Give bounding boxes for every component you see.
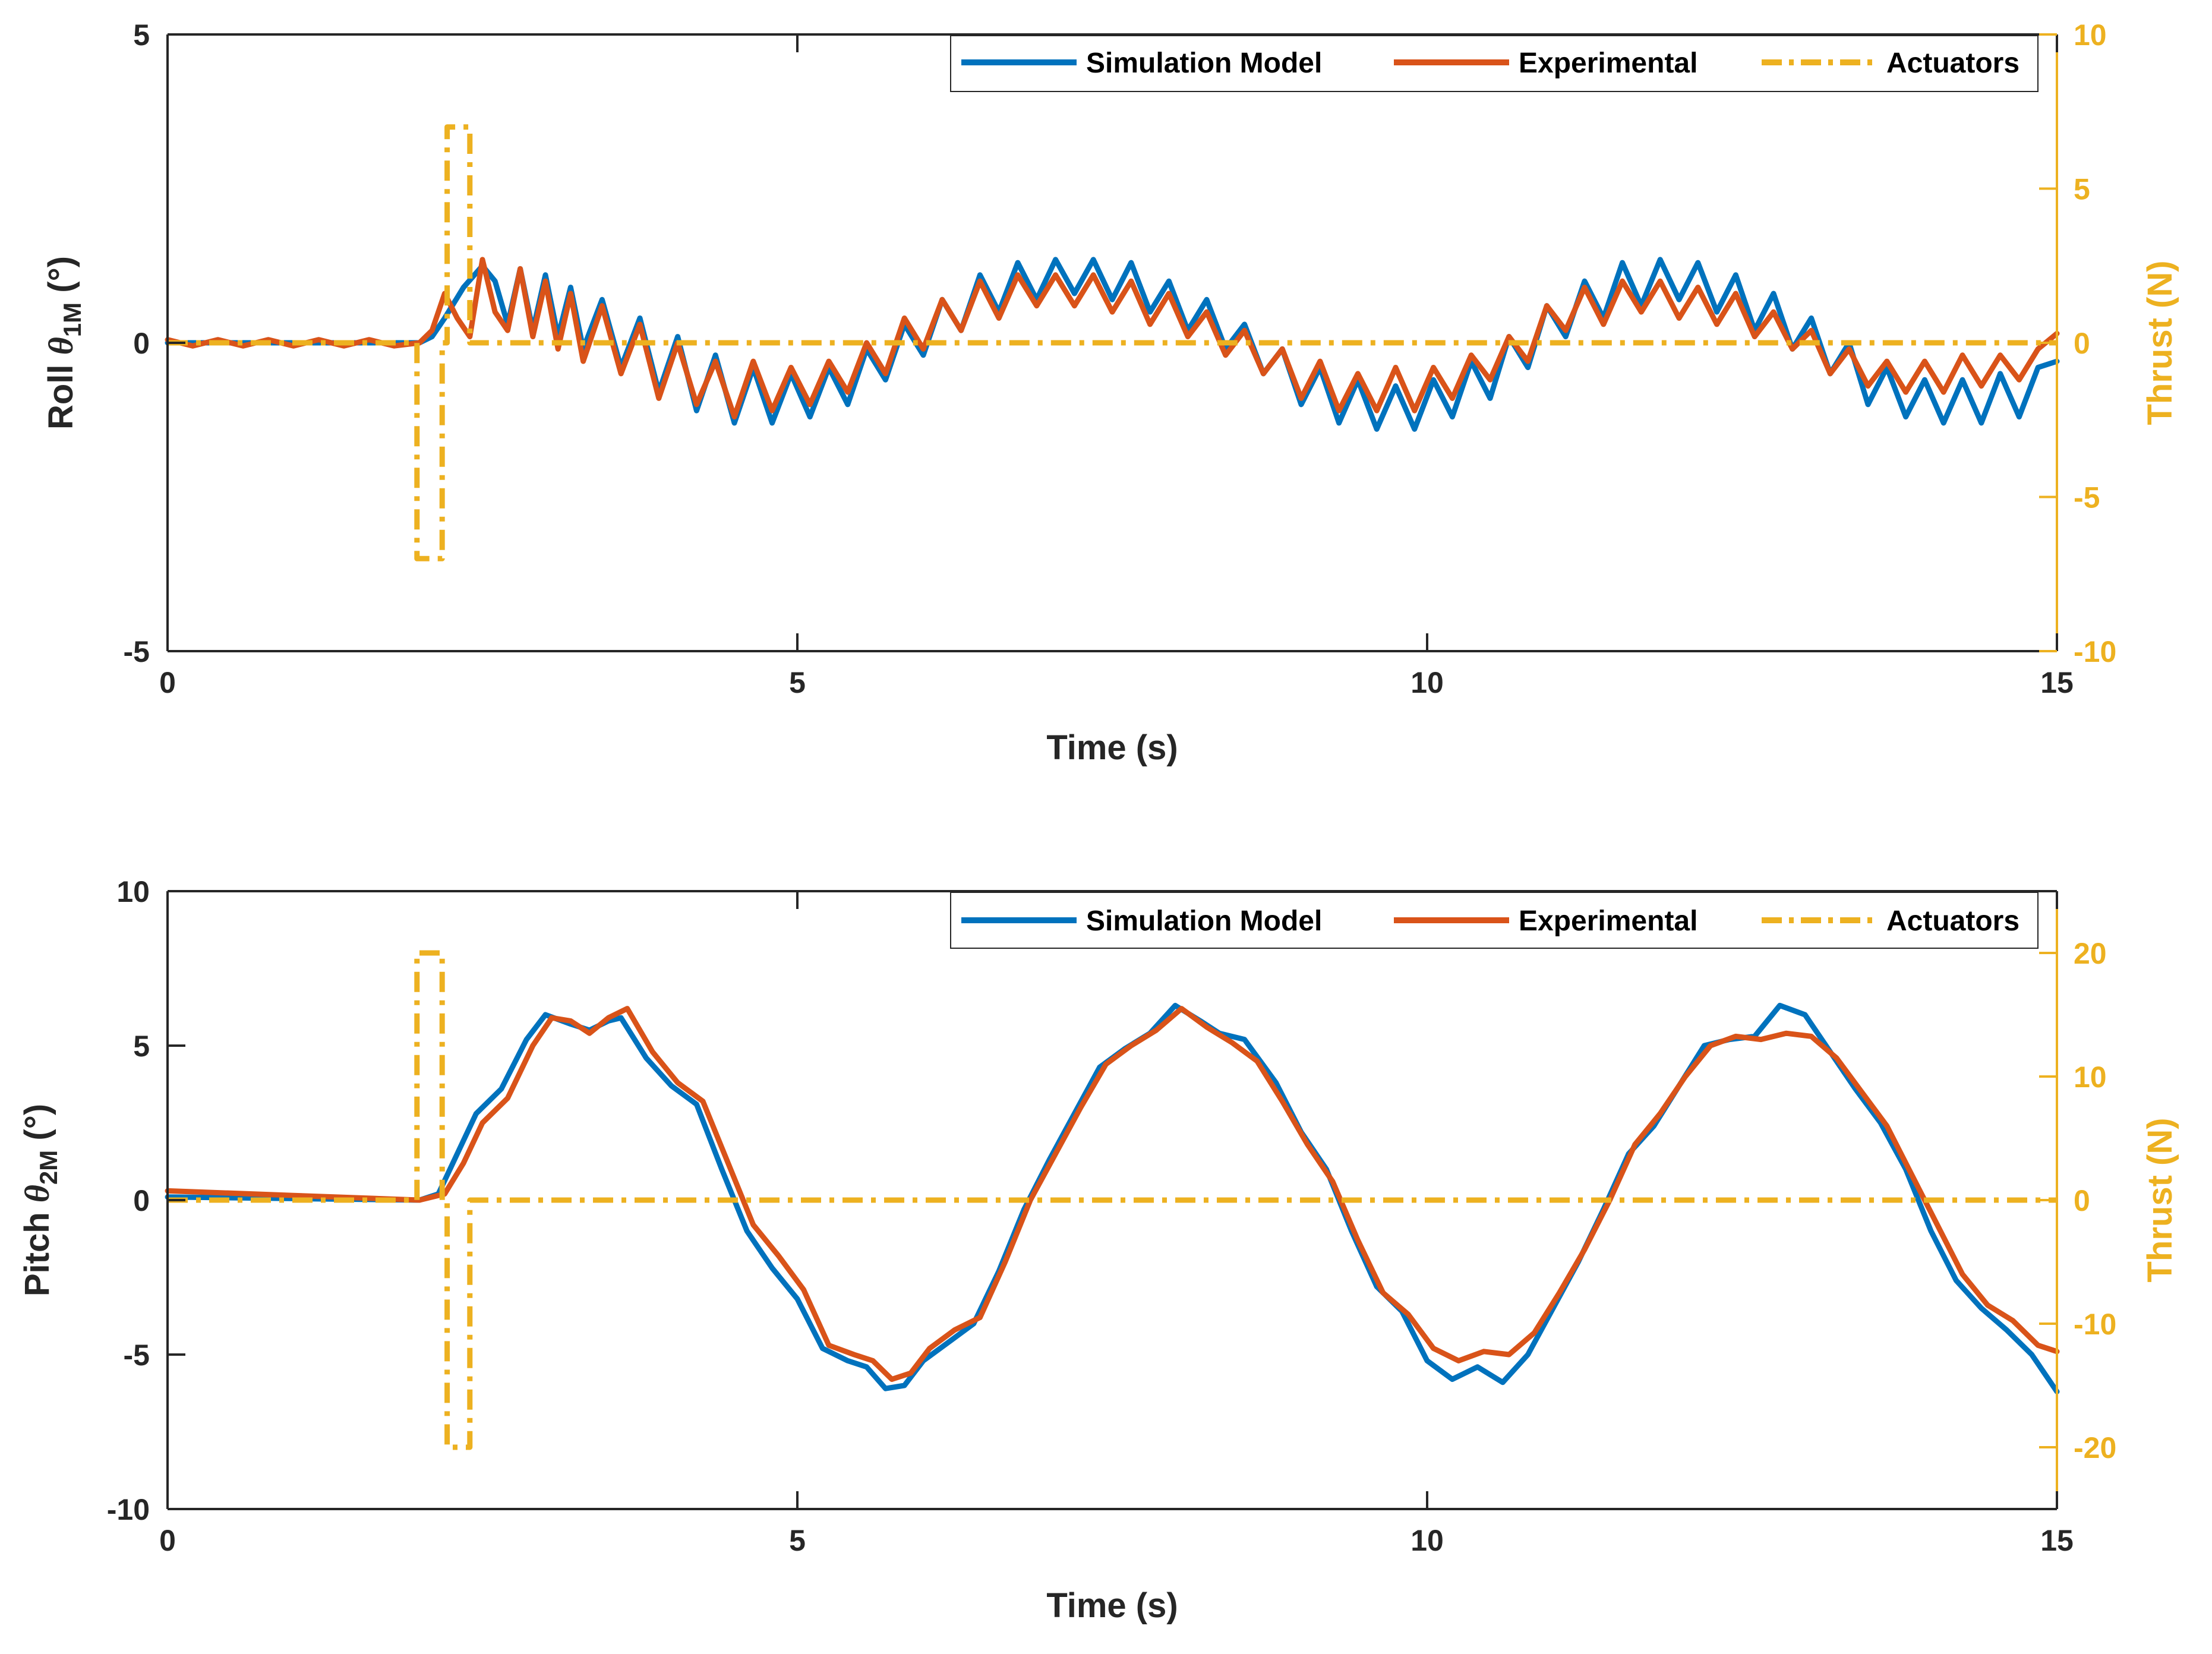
- roll-ticks: 0 5 10 15 -5 0 5 -10 -5 0 5 10: [124, 18, 2117, 699]
- roll-series-experimental: [165, 257, 2060, 420]
- pitch-x-tick-label: 0: [159, 1524, 176, 1557]
- roll-panel: 0 5 10 15 -5 0 5 -10 -5 0 5 10 Time (s) Roll θ1M (°…: [42, 18, 2179, 767]
- pitch-y-tick-label: 5: [133, 1030, 150, 1063]
- pitch-right-y-tick-label: -20: [2074, 1431, 2116, 1464]
- pitch-right-y-tick-label: -10: [2074, 1308, 2116, 1341]
- pitch-x-tick-label: 5: [789, 1524, 806, 1557]
- roll-legend-label-simulation: Simulation Model: [1086, 48, 1322, 79]
- pitch-legend-label-simulation: Simulation Model: [1086, 905, 1322, 937]
- roll-x-tick-label: 5: [789, 666, 806, 699]
- pitch-x-tick-label: 15: [2040, 1524, 2074, 1557]
- pitch-right-y-tick-label: 10: [2074, 1060, 2107, 1094]
- roll-right-y-tick-label: -5: [2074, 481, 2100, 514]
- pitch-y-tick-label: -5: [124, 1339, 150, 1372]
- pitch-series-group: [165, 950, 2060, 1450]
- pitch-y-tick-label: 0: [133, 1184, 150, 1217]
- pitch-series-simulation-model: [165, 1002, 2060, 1394]
- pitch-series-experimental: [165, 1006, 2060, 1382]
- roll-y-tick-label: 0: [133, 327, 150, 360]
- roll-legend-label-experimental: Experimental: [1519, 48, 1697, 79]
- pitch-y-axis-title: Pitch θ2M (°): [18, 1104, 62, 1296]
- roll-series-actuators: [168, 124, 2057, 561]
- roll-y-tick-label: 5: [133, 18, 150, 52]
- roll-x-axis-title: Time (s): [1046, 728, 1178, 767]
- roll-x-tick-label: 10: [1410, 666, 1444, 699]
- pitch-right-axis-title: Thrust (N): [2141, 1118, 2179, 1282]
- pitch-y-tick-label: -10: [107, 1493, 150, 1526]
- pitch-y-tick-label: 10: [116, 875, 150, 908]
- pitch-x-tick-label: 10: [1410, 1524, 1444, 1557]
- roll-right-y-tick-label: 0: [2074, 327, 2090, 360]
- pitch-legend-label-experimental: Experimental: [1519, 905, 1697, 937]
- pitch-right-y-tick-label: 20: [2074, 937, 2107, 970]
- roll-y-tick-label: -5: [124, 635, 150, 668]
- roll-legend: Simulation Model Experimental Actuators: [950, 35, 2039, 92]
- pitch-x-axis-title: Time (s): [1046, 1586, 1178, 1625]
- roll-x-tick-label: 0: [159, 666, 176, 699]
- roll-right-axis-title: Thrust (N): [2141, 260, 2179, 425]
- roll-right-y-tick-label: 5: [2074, 173, 2090, 206]
- pitch-ticks: 0 5 10 15 -10 -5 0 5 10 -20 -10 0 10 20: [107, 875, 2117, 1557]
- roll-right-y-tick-label: 10: [2074, 18, 2107, 52]
- roll-y-axis-title: Roll θ1M (°): [42, 256, 86, 430]
- pitch-series-actuators: [168, 950, 2057, 1450]
- pitch-legend: Simulation Model Experimental Actuators: [950, 892, 2039, 949]
- pitch-legend-label-actuators: Actuators: [1886, 905, 2019, 937]
- roll-legend-label-actuators: Actuators: [1886, 48, 2019, 79]
- pitch-right-y-tick-label: 0: [2074, 1184, 2090, 1217]
- roll-x-tick-label: 15: [2040, 666, 2074, 699]
- roll-series-group: [165, 124, 2060, 561]
- roll-right-y-tick-label: -10: [2074, 635, 2116, 668]
- pitch-panel: 0 5 10 15 -10 -5 0 5 10 -20 -10 0 10 20 Time (s) Pitc…: [18, 875, 2179, 1625]
